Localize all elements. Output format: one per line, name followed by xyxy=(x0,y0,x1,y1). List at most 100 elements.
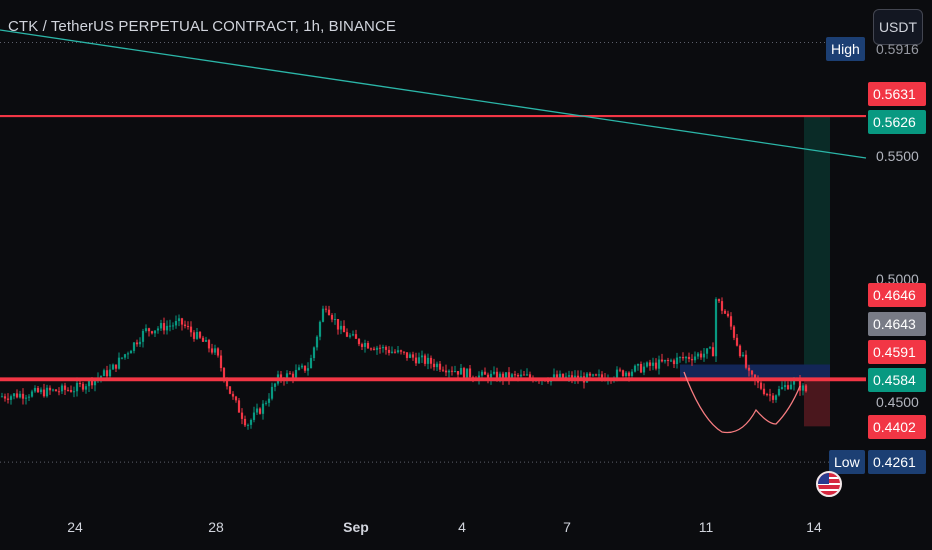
candle-body xyxy=(333,319,337,321)
candle-body xyxy=(204,340,208,342)
candle-body xyxy=(324,308,328,310)
candle-body xyxy=(768,394,772,396)
candle xyxy=(384,345,388,355)
candle-body xyxy=(621,370,625,377)
candle-body xyxy=(378,347,382,349)
candle-body xyxy=(381,346,385,349)
candle-body xyxy=(147,328,151,332)
candle xyxy=(114,364,118,372)
candle-body xyxy=(717,299,721,302)
candle xyxy=(69,385,73,393)
candle xyxy=(246,423,250,430)
candle-body xyxy=(627,372,631,376)
candle-body xyxy=(741,354,745,357)
candle xyxy=(639,361,643,374)
price-tag: 0.4402 xyxy=(868,415,926,439)
candle-body xyxy=(435,363,439,368)
candle xyxy=(621,369,625,378)
candle xyxy=(786,381,790,390)
candle-body xyxy=(690,359,694,361)
currency-button[interactable]: USDT xyxy=(873,9,923,45)
candle-body xyxy=(372,348,376,350)
candle xyxy=(42,383,46,398)
candle-body xyxy=(135,342,139,345)
candle xyxy=(318,320,322,341)
price-tag: 0.4584 xyxy=(868,368,926,392)
candle-body xyxy=(186,326,190,328)
candle-body xyxy=(360,344,364,347)
candle-body xyxy=(375,347,379,350)
candle-body xyxy=(222,368,226,380)
candle-body xyxy=(801,385,805,391)
candle-body xyxy=(105,370,109,377)
candle-body xyxy=(315,336,319,348)
candle-body xyxy=(168,325,172,327)
candle-body xyxy=(729,316,733,327)
candle-body xyxy=(759,382,763,389)
candle xyxy=(141,328,145,348)
candle-body xyxy=(408,354,412,358)
candle-body xyxy=(666,359,670,361)
candle xyxy=(63,382,67,395)
candle-body xyxy=(162,323,166,331)
candle xyxy=(666,357,670,367)
candle xyxy=(741,352,745,358)
candle-body xyxy=(108,369,112,377)
candle-body xyxy=(552,374,556,378)
candle xyxy=(60,383,64,395)
candle xyxy=(132,341,136,354)
candle xyxy=(297,364,301,371)
candle xyxy=(708,346,712,350)
candle xyxy=(642,362,646,376)
candle-body xyxy=(669,360,673,362)
candle-body xyxy=(783,385,787,388)
x-tick-label: 14 xyxy=(806,519,822,535)
candle xyxy=(39,387,43,395)
candle xyxy=(342,320,346,333)
candle-body xyxy=(588,373,592,376)
candle-body xyxy=(336,319,340,330)
candle xyxy=(54,388,58,392)
candle-body xyxy=(456,371,460,375)
candle xyxy=(663,359,667,364)
candle-body xyxy=(771,395,775,400)
price-tag: 0.4643 xyxy=(868,312,926,336)
candle-body xyxy=(555,374,559,378)
candle xyxy=(687,352,691,363)
candle-body xyxy=(735,337,739,346)
candle-body xyxy=(42,389,46,397)
candle-body xyxy=(651,362,655,366)
candle xyxy=(180,317,184,331)
candle xyxy=(492,366,496,376)
candle xyxy=(207,338,211,353)
y-tick-label: 0.5500 xyxy=(876,148,919,164)
candle-body xyxy=(318,321,322,337)
candle-body xyxy=(546,380,550,382)
candle xyxy=(213,344,217,355)
candle xyxy=(765,392,769,397)
candle xyxy=(12,392,16,400)
candle-body xyxy=(78,383,82,385)
candle xyxy=(111,363,115,370)
candle-body xyxy=(18,393,22,398)
candle xyxy=(738,344,742,358)
candle-body xyxy=(711,347,715,357)
candle-body xyxy=(618,369,622,371)
x-tick-label: 28 xyxy=(208,519,224,535)
candle-body xyxy=(231,393,235,397)
candle xyxy=(717,298,721,304)
candle xyxy=(120,357,124,360)
candle xyxy=(636,363,640,371)
candle xyxy=(228,386,232,395)
candle xyxy=(33,385,37,393)
candle xyxy=(18,390,22,399)
candle xyxy=(426,353,430,370)
candle-body xyxy=(798,380,802,391)
candle xyxy=(219,350,223,372)
candle-body xyxy=(210,348,214,353)
candle-body xyxy=(453,371,457,373)
candle-body xyxy=(510,374,514,379)
us-flag-icon[interactable] xyxy=(816,471,842,497)
candle xyxy=(711,342,715,357)
